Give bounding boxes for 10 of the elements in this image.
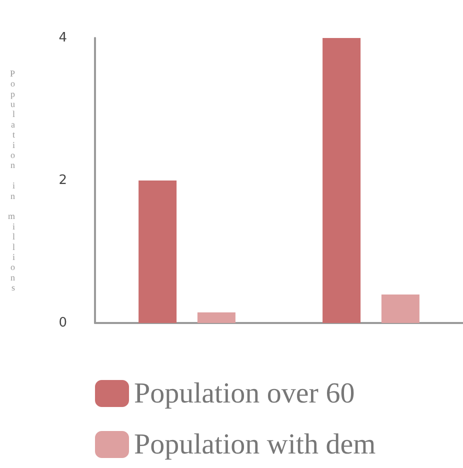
y-tick-label: 0 <box>58 316 67 330</box>
text: Population in millions <box>8 68 15 293</box>
bar <box>197 312 236 323</box>
legend-label: Population over 60 <box>134 378 355 410</box>
bar <box>381 294 420 323</box>
y-tick-label: 4 <box>58 30 67 46</box>
legend-label: Population with dem <box>134 428 376 460</box>
y-tick-label: 2 <box>58 173 67 188</box>
bar <box>322 38 361 323</box>
bar <box>138 180 177 323</box>
